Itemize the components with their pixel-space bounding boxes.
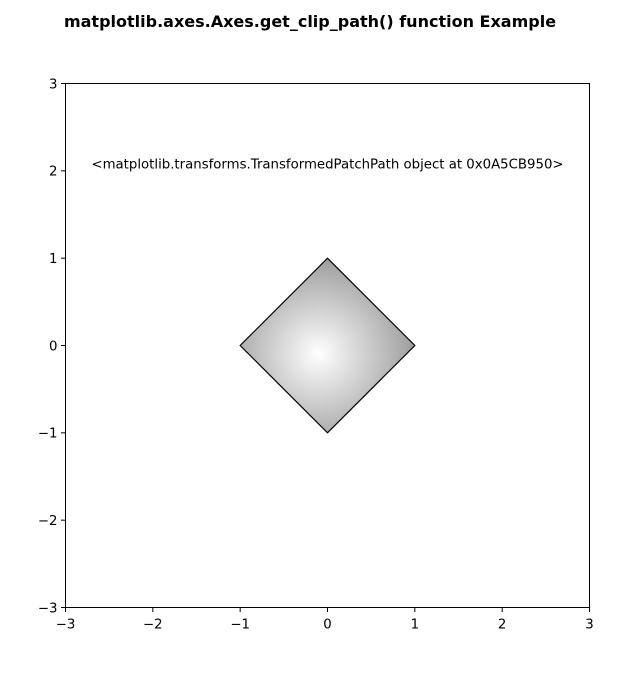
x-tick-label: 0 (323, 618, 331, 633)
x-tick-label: −2 (143, 618, 163, 633)
y-tick-label: 0 (49, 339, 57, 354)
x-tick-label: 1 (411, 618, 419, 633)
y-tick-label: 2 (49, 165, 57, 180)
y-axis: −3 −2 −1 0 1 2 3 (38, 77, 66, 616)
clip-path-diamond (239, 257, 416, 434)
clip-path-annotation: <matplotlib.transforms.TransformedPatchP… (91, 157, 563, 172)
x-tick-label: −1 (230, 618, 250, 633)
x-tick-label: 2 (498, 618, 506, 633)
y-tick-label: −2 (38, 514, 58, 529)
plot-area (239, 257, 416, 434)
y-tick-label: 1 (49, 252, 57, 267)
y-tick-label: −1 (38, 427, 58, 442)
x-tick-label: −3 (56, 618, 76, 633)
y-tick-label: 3 (49, 77, 57, 92)
chart-title: matplotlib.axes.Axes.get_clip_path() fun… (64, 12, 556, 31)
x-axis: −3 −2 −1 0 1 2 3 (56, 607, 594, 633)
x-tick-label: 3 (585, 618, 593, 633)
y-tick-label: −3 (38, 601, 58, 616)
